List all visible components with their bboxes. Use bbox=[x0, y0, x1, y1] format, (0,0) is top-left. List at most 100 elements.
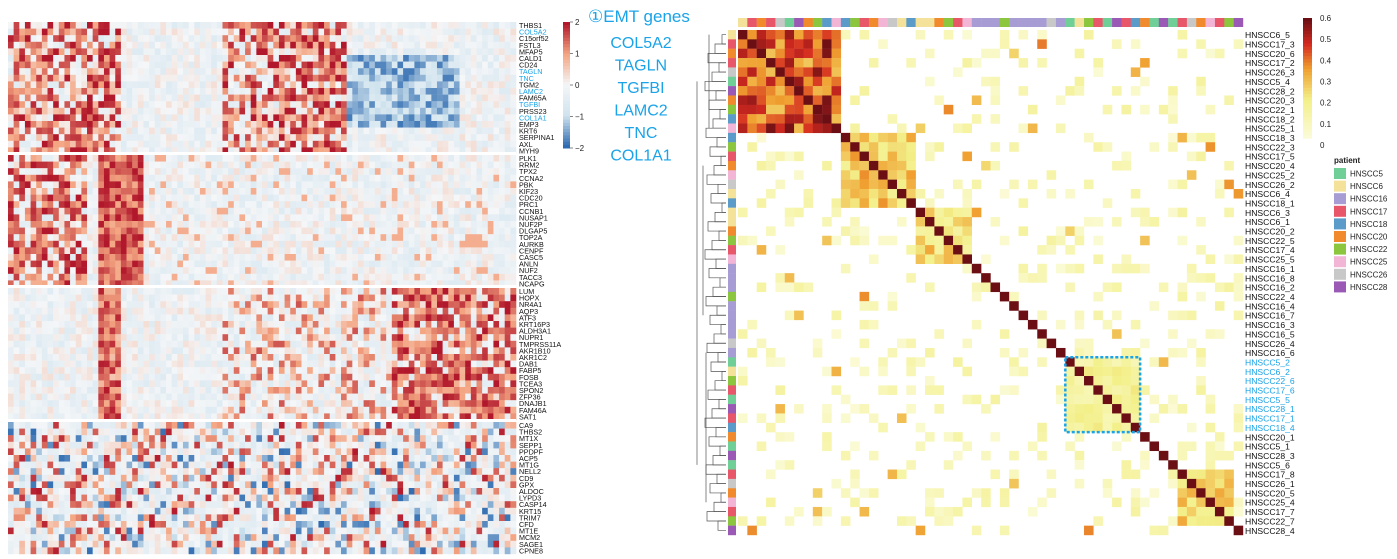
heat-cell bbox=[137, 247, 144, 255]
heat-cell bbox=[476, 188, 483, 195]
heat-cell bbox=[510, 61, 517, 69]
heat-cell bbox=[160, 240, 167, 248]
heat-cell bbox=[115, 74, 122, 82]
heat-cell bbox=[8, 301, 14, 308]
heat-cell bbox=[222, 354, 229, 361]
heat-cell bbox=[403, 327, 410, 335]
heat-cell bbox=[262, 174, 268, 182]
heat-cell bbox=[380, 22, 387, 29]
heat-cell bbox=[92, 101, 99, 108]
heat-cell bbox=[8, 347, 14, 355]
heat-cell bbox=[24, 273, 31, 281]
heat-cell bbox=[143, 254, 150, 261]
heat-cell bbox=[171, 35, 178, 42]
heat-cell bbox=[284, 74, 291, 82]
heat-cell bbox=[386, 207, 393, 215]
heat-cell bbox=[211, 340, 218, 348]
heat-cell bbox=[510, 227, 517, 235]
heat-cell bbox=[329, 127, 336, 135]
heat-cell bbox=[284, 134, 291, 141]
heat-cell bbox=[188, 260, 195, 268]
heat-cell bbox=[19, 68, 26, 75]
heat-cell bbox=[420, 347, 426, 355]
heat-cell bbox=[363, 35, 370, 42]
heat-cell bbox=[267, 168, 274, 175]
heat-cell bbox=[75, 55, 82, 62]
heat-cell bbox=[284, 127, 291, 135]
heat-cell bbox=[459, 294, 466, 302]
heat-cell bbox=[64, 387, 71, 394]
heat-cell bbox=[92, 35, 99, 42]
heat-cell bbox=[149, 201, 156, 208]
heat-cell bbox=[431, 140, 438, 148]
heat-cell bbox=[504, 367, 511, 374]
heat-cell bbox=[64, 207, 71, 215]
heat-cell bbox=[64, 140, 71, 148]
heat-cell bbox=[397, 94, 404, 102]
heat-cell bbox=[36, 168, 43, 175]
heat-cell bbox=[115, 55, 122, 62]
heat-cell bbox=[75, 88, 82, 95]
heat-cell bbox=[262, 247, 268, 255]
heat-cell bbox=[403, 314, 410, 322]
heat-cell bbox=[459, 367, 466, 374]
heat-cell bbox=[239, 134, 246, 141]
heat-cell bbox=[120, 214, 127, 222]
heat-cell bbox=[36, 28, 43, 36]
heat-cell bbox=[41, 121, 48, 128]
heat-cell bbox=[188, 373, 195, 381]
heat-cell bbox=[70, 28, 77, 36]
heat-cell bbox=[199, 188, 206, 195]
heat-cell bbox=[182, 74, 189, 82]
heat-cell bbox=[216, 121, 223, 128]
heat-cell bbox=[442, 155, 449, 162]
heat-cell bbox=[81, 68, 88, 75]
heat-cell bbox=[414, 360, 421, 368]
heat-cell bbox=[8, 314, 14, 322]
heat-cell bbox=[499, 155, 506, 162]
heat-cell bbox=[205, 155, 212, 162]
heat-cell bbox=[132, 155, 139, 162]
heat-cell bbox=[312, 367, 319, 374]
heat-cell bbox=[386, 380, 393, 388]
heat-cell bbox=[149, 174, 156, 182]
heat-cell bbox=[239, 127, 246, 135]
heat-cell bbox=[425, 273, 432, 281]
heat-cell bbox=[250, 174, 257, 182]
heat-cell bbox=[273, 254, 280, 261]
heat-cell bbox=[188, 227, 195, 235]
heat-cell bbox=[13, 240, 20, 248]
heat-cell bbox=[324, 247, 331, 255]
heat-cell bbox=[188, 181, 195, 189]
heat-cell bbox=[24, 367, 31, 374]
heat-cell bbox=[290, 214, 297, 222]
heat-cell bbox=[341, 28, 347, 36]
heat-cell bbox=[335, 88, 342, 95]
heat-cell bbox=[470, 41, 477, 49]
heat-cell bbox=[239, 168, 246, 175]
heat-cell bbox=[199, 41, 206, 49]
heat-cell bbox=[194, 227, 201, 235]
heat-cell bbox=[256, 81, 263, 89]
heat-cell bbox=[267, 35, 274, 42]
heat-cell bbox=[425, 74, 432, 82]
heat-cell bbox=[363, 321, 370, 328]
heat-cell bbox=[30, 121, 37, 128]
heat-cell bbox=[53, 314, 60, 322]
heat-cell bbox=[188, 101, 195, 108]
heat-cell bbox=[290, 380, 297, 388]
heat-cell bbox=[239, 260, 246, 268]
heat-cell bbox=[329, 140, 336, 148]
heat-cell bbox=[487, 234, 494, 241]
heat-cell bbox=[132, 340, 139, 348]
heat-cell bbox=[493, 55, 500, 62]
heat-cell bbox=[453, 307, 460, 315]
heat-cell bbox=[137, 147, 144, 155]
heat-cell bbox=[324, 227, 331, 235]
heat-cell bbox=[233, 301, 240, 308]
heat-cell bbox=[166, 114, 172, 122]
heat-cell bbox=[262, 347, 268, 355]
heat-cell bbox=[245, 74, 252, 82]
heat-cell bbox=[222, 334, 229, 341]
heat-cell bbox=[363, 288, 370, 295]
